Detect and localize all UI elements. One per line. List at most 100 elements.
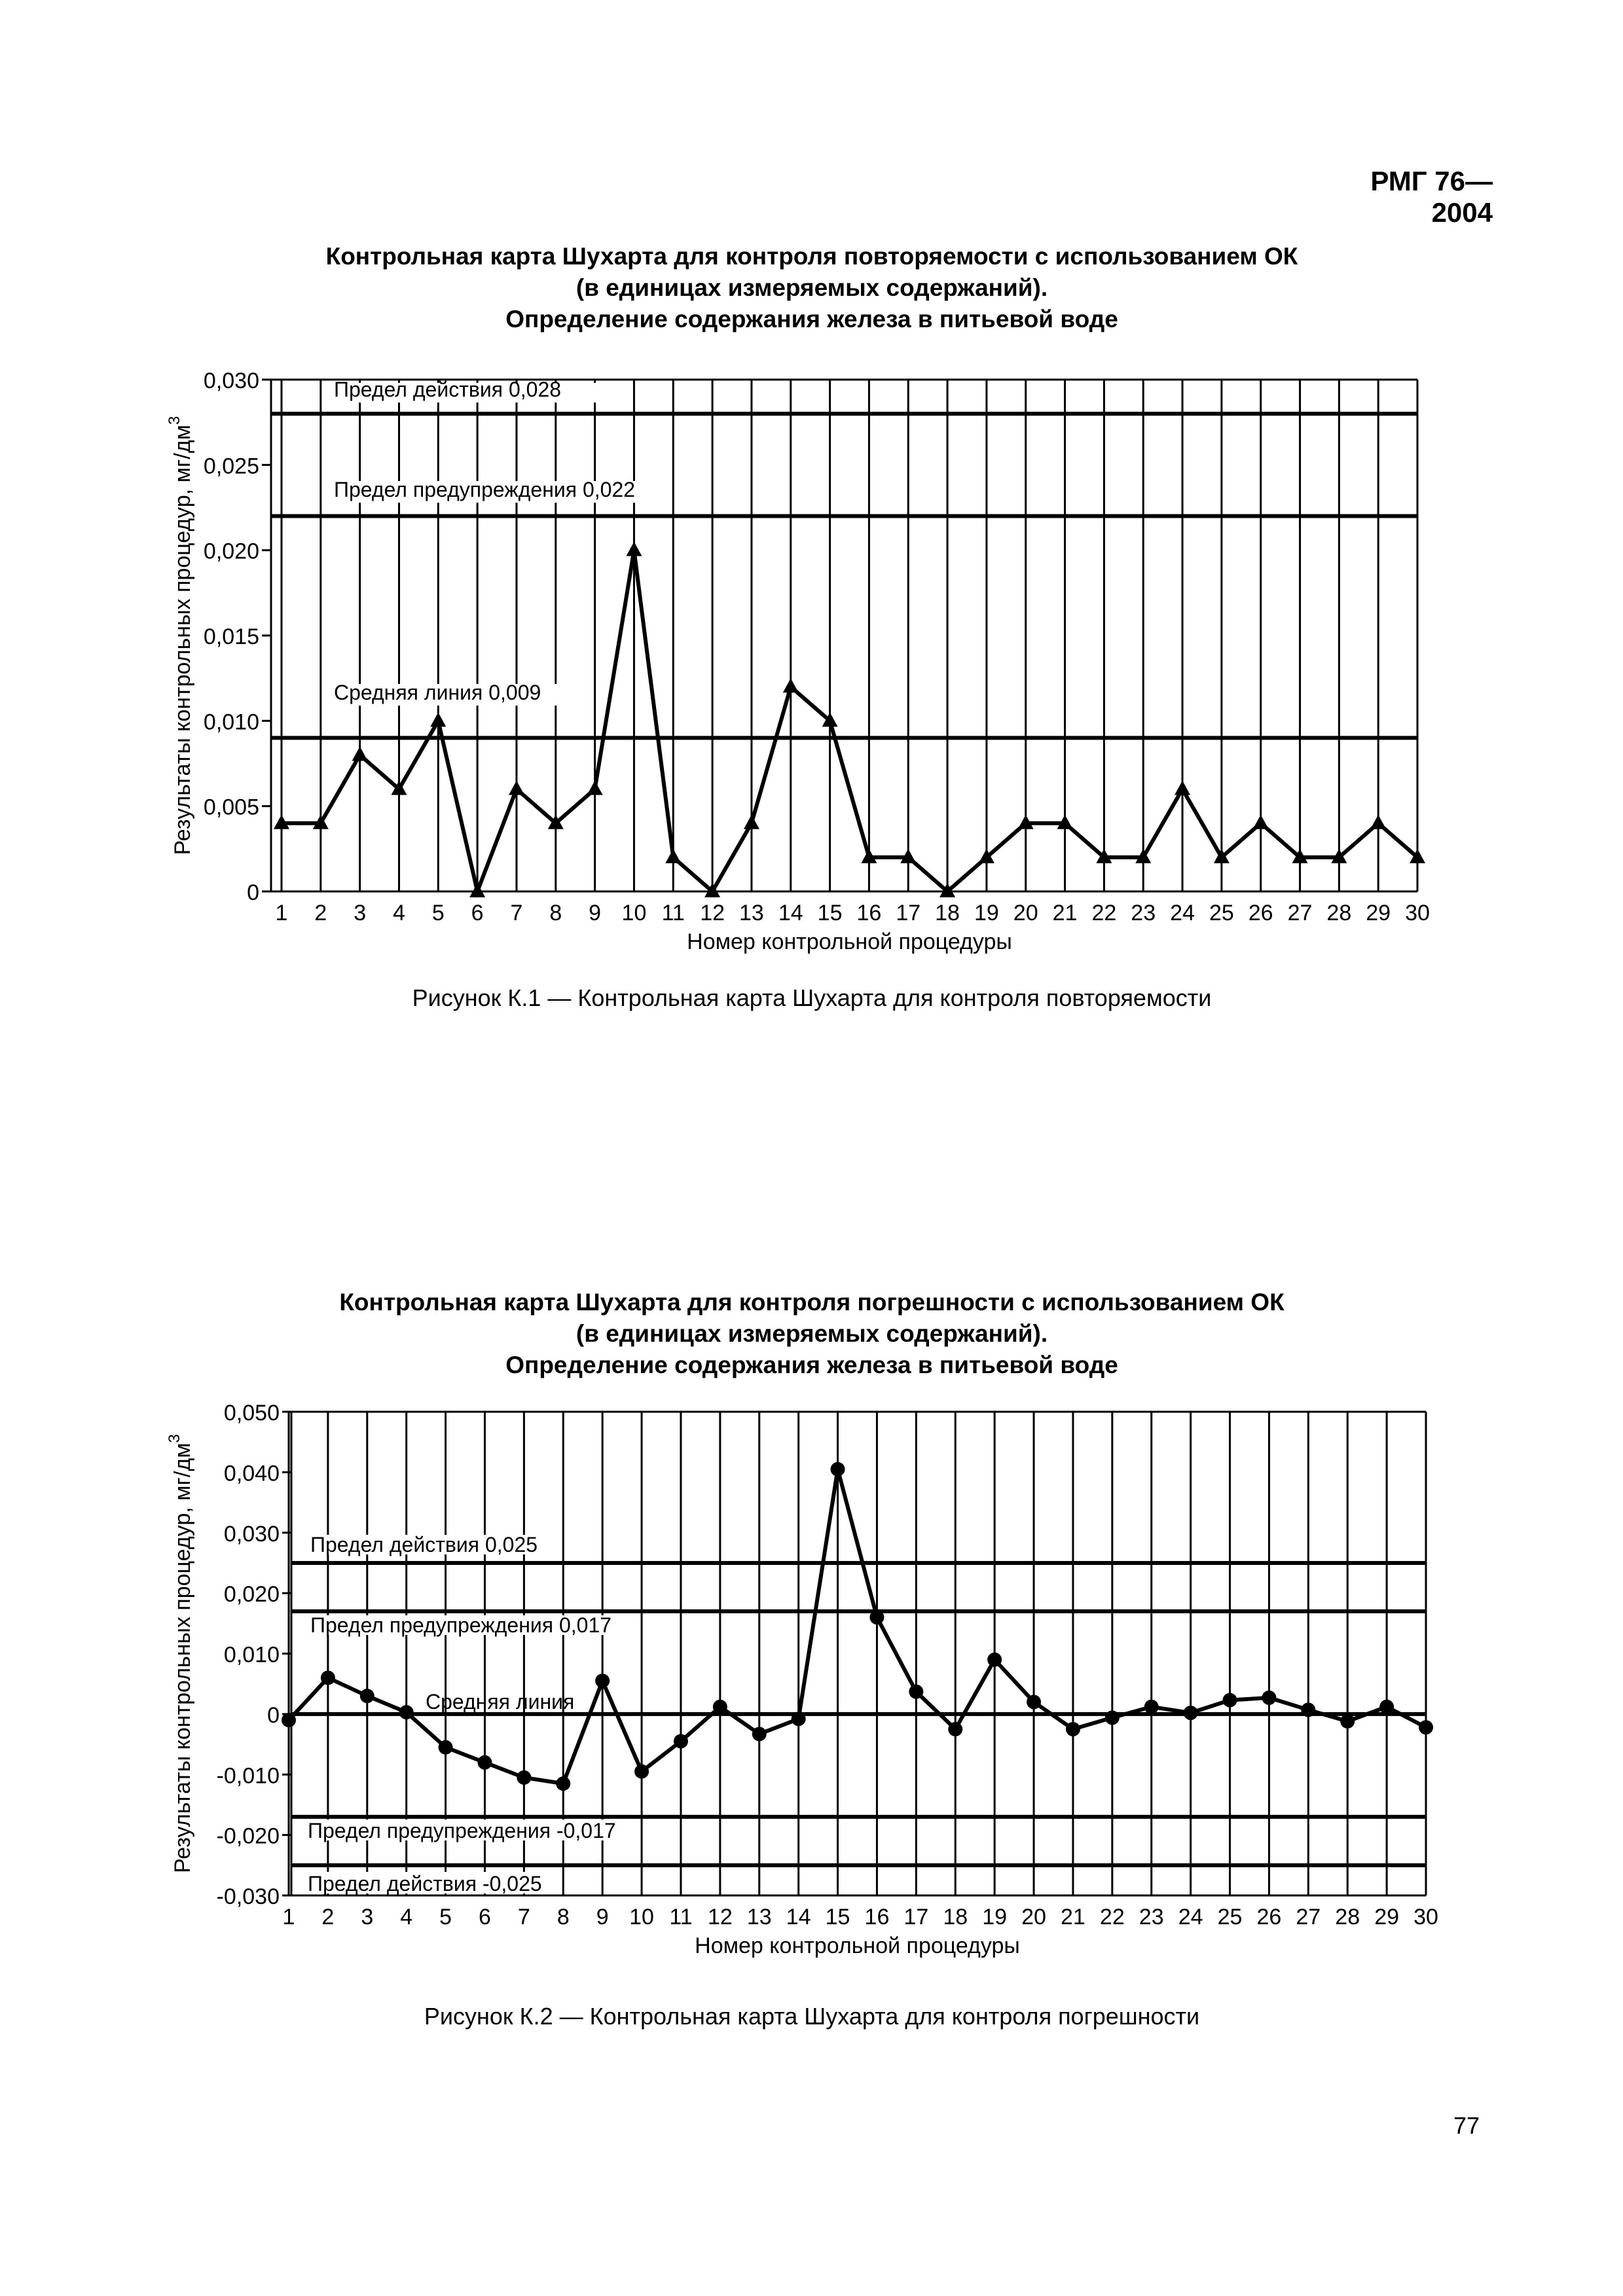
chart2-data-point: [634, 1764, 649, 1779]
chart1-data-point: [743, 814, 759, 829]
chart2-data-point: [438, 1740, 453, 1755]
chart2-x-tick-label: 6: [479, 1905, 491, 1929]
chart1-title-line-3: Определение содержания железа в питьевой…: [505, 306, 1118, 332]
chart2-title-line-1: Контрольная карта Шухарта для контроля п…: [339, 1289, 1285, 1316]
chart2-x-tick-label: 26: [1256, 1905, 1281, 1929]
chart2-x-tick-label: 1: [283, 1905, 295, 1929]
chart1-x-tick-label: 28: [1326, 901, 1351, 925]
chart2-data-point: [1301, 1702, 1316, 1717]
chart1-data-point: [861, 848, 877, 863]
chart2-y-axis-label-superscript: 3: [166, 1434, 183, 1443]
chart2-x-tick-label: 29: [1374, 1905, 1399, 1929]
chart2-x-tick-label: 27: [1296, 1905, 1321, 1929]
chart2-data-point: [517, 1770, 532, 1785]
chart1-title-line-2: (в единицах измеряемых содержаний).: [575, 274, 1048, 301]
chart1-reference-label: Предел предупреждения 0,022: [334, 478, 635, 501]
chart1-x-tick-label: 16: [856, 901, 881, 925]
chart1-data-point: [274, 814, 289, 829]
chart1-x-tick-label: 5: [432, 901, 445, 925]
chart1-data-point: [430, 712, 447, 727]
chart1-data-point: [626, 541, 642, 556]
chart1-x-tick-label: 15: [818, 901, 843, 925]
chart2-x-tick-label: 2: [321, 1905, 334, 1929]
chart1-data-point: [939, 883, 956, 897]
chart2-data-point: [1183, 1706, 1198, 1721]
chart2-data-point: [282, 1713, 296, 1728]
chart1-x-tick-label: 1: [276, 901, 288, 925]
chart1-y-tick-label: 0,015: [204, 624, 259, 649]
chart2-grid: [287, 1410, 1427, 1897]
chart1-x-tick-label: 19: [974, 901, 999, 925]
chart1-data-point: [547, 814, 564, 829]
chart2-y-tick-label: 0,030: [224, 1522, 280, 1547]
chart2-data-point: [1065, 1721, 1080, 1736]
chart2-data-point: [1419, 1720, 1433, 1735]
chart1-data-point: [900, 848, 917, 863]
chart2-data-point: [1262, 1690, 1277, 1705]
chart1-data-point: [1370, 814, 1387, 829]
chart1-data-point: [1331, 848, 1347, 863]
chart2-data-point: [791, 1712, 806, 1727]
chart2-data-point: [1379, 1699, 1395, 1714]
chart2-x-tick-label: 17: [903, 1905, 928, 1929]
chart1-x-tick-label: 13: [739, 901, 764, 925]
chart2-y-tick-label: 0: [267, 1703, 280, 1728]
chart2-data-point: [1144, 1699, 1159, 1714]
chart1-grid: [270, 378, 1419, 893]
chart1-data-point: [1292, 848, 1308, 863]
chart2-data-point: [556, 1776, 571, 1791]
chart2-data-point: [869, 1610, 884, 1625]
chart1-x-tick-label: 26: [1249, 901, 1273, 925]
chart1-x-tick-label: 8: [549, 901, 562, 925]
chart2-data-point: [752, 1727, 767, 1742]
chart2-x-tick-label: 13: [747, 1905, 772, 1929]
chart2-data-point: [712, 1699, 727, 1714]
chart2-x-tick-label: 15: [826, 1905, 850, 1929]
chart1-x-tick-label: 12: [700, 901, 725, 925]
chart1-y-tick-label: 0,030: [204, 368, 259, 393]
chart1-x-tick-label: 10: [622, 901, 647, 925]
accuracy-control-chart: -0,030 -0,020 -0,010 0 0,010 0,020 0,030 0,040 0…: [166, 1401, 1438, 1958]
chart1-x-tick-label: 22: [1091, 901, 1116, 925]
chart2-data-point: [987, 1652, 1002, 1667]
chart2-x-tick-label: 9: [596, 1905, 609, 1929]
chart2-x-tick-label: 30: [1413, 1905, 1438, 1929]
chart2-y-tick-label: 0,020: [224, 1582, 280, 1607]
chart2-data-point: [595, 1674, 610, 1689]
chart1-x-tick-label: 20: [1013, 901, 1038, 925]
chart2-data-point: [830, 1462, 845, 1477]
chart2-x-tick-label: 18: [943, 1905, 968, 1929]
chart1-x-tick-label: 18: [935, 901, 960, 925]
figure-caption-k1: Рисунок К.1 — Контрольная карта Шухарта …: [412, 984, 1212, 1011]
chart1-x-tick-label: 27: [1288, 901, 1313, 925]
chart1-y-tick-label: 0,025: [204, 454, 259, 478]
chart2-x-tick-label: 16: [865, 1905, 890, 1929]
chart1-x-tick-label: 4: [393, 901, 405, 925]
chart2-y-axis-label: Результаты контрольных процедур, мг/дм3: [166, 1434, 195, 1873]
chart1-x-tick-label: 25: [1209, 901, 1234, 925]
chart1-data-point: [822, 712, 838, 727]
chart1-reference-label: Средняя линия 0,009: [334, 681, 541, 704]
chart2-y-tick-label: -0,020: [217, 1824, 280, 1849]
chart2-data-point: [673, 1734, 688, 1749]
chart1-x-tick-label: 30: [1405, 901, 1430, 925]
chart2-x-tick-label: 22: [1100, 1905, 1125, 1929]
chart2-data-point: [1222, 1693, 1237, 1708]
chart1-title: Контрольная карта Шухарта для контроля п…: [157, 241, 1467, 335]
chart2-x-tick-label: 19: [982, 1905, 1007, 1929]
chart2-x-tick-label: 3: [361, 1905, 373, 1929]
chart1-data-point: [665, 848, 682, 863]
chart2-x-tick-label: 14: [786, 1905, 811, 1929]
chart2-title-line-2: (в единицах измеряемых содержаний).: [575, 1320, 1048, 1347]
chart2-reference-label: Предел предупреждения 0,017: [310, 1613, 611, 1637]
chart1-x-tick-label: 17: [896, 901, 921, 925]
chart2-data-point: [948, 1721, 963, 1736]
chart2-reference-label: Предел предупреждения -0,017: [308, 1819, 616, 1842]
chart1-data-point: [508, 780, 524, 795]
chart2-data-point: [320, 1670, 335, 1685]
chart2-x-tick-label: 28: [1335, 1905, 1360, 1929]
chart1-x-axis-label: Номер контрольной процедуры: [687, 929, 1012, 954]
chart1-y-tick-label: 0,010: [204, 709, 259, 734]
chart2-y-tick-label: -0,030: [217, 1884, 280, 1909]
chart1-data-point: [978, 848, 994, 863]
